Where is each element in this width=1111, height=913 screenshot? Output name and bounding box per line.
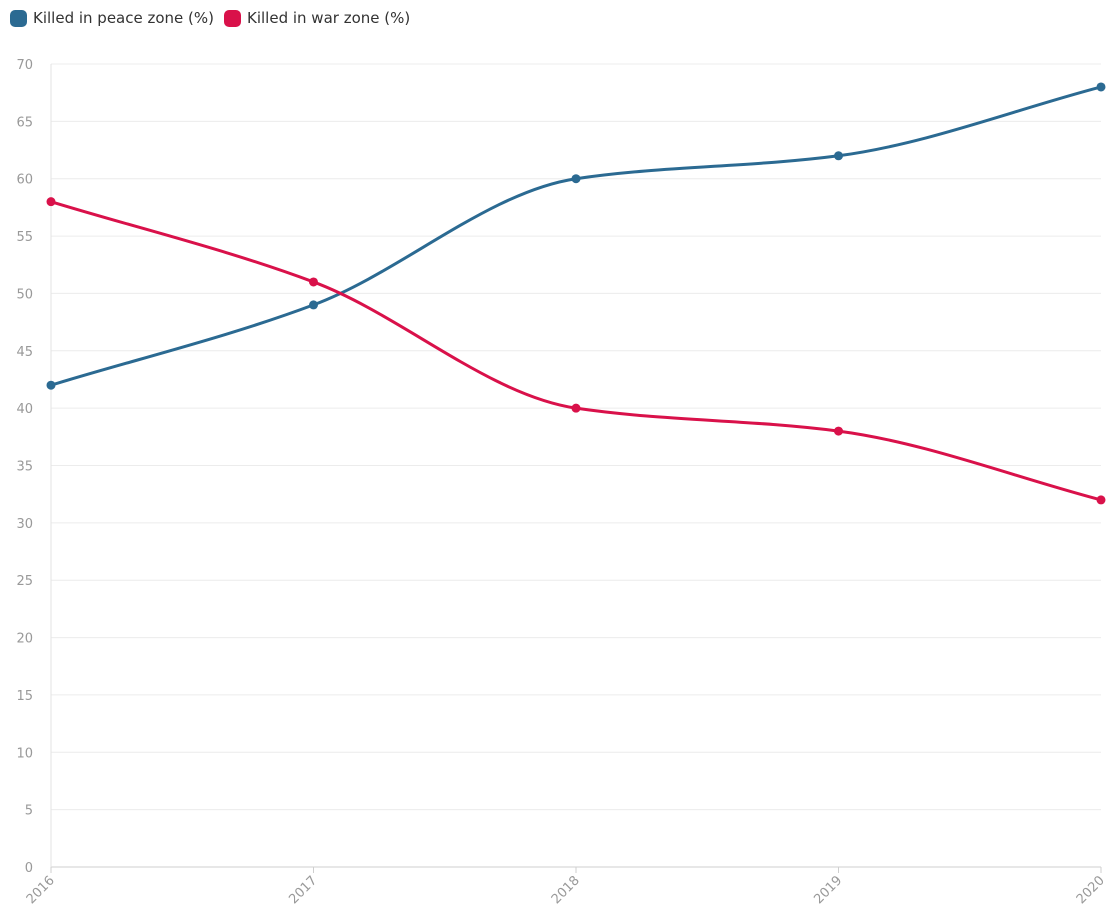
y-tick-label-20: 20 bbox=[16, 632, 33, 647]
y-tick-label-55: 55 bbox=[16, 230, 33, 245]
legend-label-peace-zone: Killed in peace zone (%) bbox=[33, 9, 214, 27]
data-point-war-zone-2018 bbox=[571, 403, 581, 413]
legend-item-war-zone[interactable]: Killed in war zone (%) bbox=[224, 9, 410, 27]
y-tick-label-35: 35 bbox=[16, 460, 33, 475]
legend: Killed in peace zone (%) Killed in war z… bbox=[10, 9, 410, 27]
data-point-peace-zone-2019 bbox=[834, 151, 843, 161]
legend-item-peace-zone[interactable]: Killed in peace zone (%) bbox=[10, 9, 214, 27]
x-tick-label-2020: 2020 bbox=[1074, 873, 1108, 907]
y-tick-label-15: 15 bbox=[16, 689, 33, 704]
data-point-peace-zone-2018 bbox=[571, 174, 581, 184]
y-tick-label-0: 0 bbox=[25, 861, 33, 876]
legend-swatch-peace-zone bbox=[10, 9, 27, 27]
data-point-war-zone-2017 bbox=[309, 277, 318, 287]
data-point-war-zone-2016 bbox=[46, 197, 56, 207]
y-tick-label-5: 5 bbox=[25, 804, 33, 819]
legend-label-war-zone: Killed in war zone (%) bbox=[247, 9, 411, 27]
x-tick-label-2018: 2018 bbox=[549, 873, 583, 907]
y-tick-label-30: 30 bbox=[16, 517, 33, 532]
data-point-peace-zone-2016 bbox=[46, 380, 56, 390]
y-tick-label-25: 25 bbox=[16, 574, 33, 589]
y-tick-label-70: 70 bbox=[16, 58, 33, 73]
y-tick-label-10: 10 bbox=[16, 746, 33, 761]
x-tick-label-2016: 2016 bbox=[24, 873, 58, 907]
data-point-war-zone-2020 bbox=[1096, 495, 1106, 505]
data-point-peace-zone-2020 bbox=[1096, 82, 1106, 92]
y-tick-label-45: 45 bbox=[16, 345, 33, 360]
x-tick-label-2019: 2019 bbox=[811, 873, 845, 907]
x-tick-label-2017: 2017 bbox=[286, 873, 320, 907]
y-tick-label-50: 50 bbox=[16, 287, 33, 302]
data-point-war-zone-2019 bbox=[834, 426, 843, 436]
y-tick-label-40: 40 bbox=[16, 402, 33, 417]
y-tick-label-60: 60 bbox=[16, 173, 33, 188]
data-point-peace-zone-2017 bbox=[309, 300, 318, 310]
legend-swatch-war-zone bbox=[224, 9, 241, 27]
y-tick-label-65: 65 bbox=[16, 115, 33, 130]
